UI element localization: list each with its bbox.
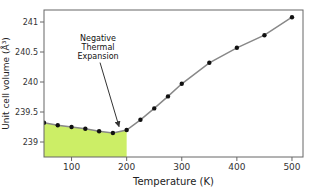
y-tick bbox=[40, 82, 44, 83]
chart: 100 200 300 400 500 239 239.5 240 240.5 241 Temper… bbox=[0, 0, 313, 189]
x-tick-label: 200 bbox=[118, 162, 135, 172]
y-tick-label: 240.5 bbox=[15, 48, 38, 57]
annotation-arrow bbox=[100, 63, 119, 127]
x-tick bbox=[71, 157, 72, 161]
y-tick-label: 239.5 bbox=[15, 108, 38, 117]
annotation: NegativeThermalExpansion bbox=[77, 34, 118, 61]
point bbox=[138, 118, 142, 122]
y-tick-label: 239 bbox=[23, 138, 38, 147]
point bbox=[290, 15, 294, 19]
x-tick bbox=[291, 157, 292, 161]
y-tick-label: 241 bbox=[23, 18, 38, 27]
x-tick-label: 300 bbox=[173, 162, 190, 172]
x-axis-label: Temperature (K) bbox=[132, 176, 214, 187]
x-tick bbox=[126, 157, 127, 161]
point bbox=[83, 127, 87, 131]
y-axis-label: Unit cell volume (Å³) bbox=[0, 37, 11, 130]
point bbox=[69, 125, 73, 129]
y-tick bbox=[40, 52, 44, 53]
y-tick bbox=[40, 142, 44, 143]
y-tick bbox=[40, 22, 44, 23]
y-tick bbox=[40, 112, 44, 113]
point bbox=[207, 61, 211, 65]
plot-area bbox=[44, 15, 294, 157]
x-tick-label: 400 bbox=[228, 162, 245, 172]
y-tick-label: 240 bbox=[23, 78, 38, 87]
area bbox=[44, 123, 127, 157]
point bbox=[124, 128, 128, 132]
x-tick-label: 100 bbox=[63, 162, 80, 172]
point bbox=[111, 131, 115, 135]
x-tick bbox=[236, 157, 237, 161]
x-tick bbox=[181, 157, 182, 161]
point bbox=[166, 94, 170, 98]
point bbox=[235, 46, 239, 50]
point bbox=[97, 129, 101, 133]
point bbox=[262, 33, 266, 37]
point bbox=[180, 82, 184, 86]
point bbox=[56, 123, 60, 127]
x-tick-label: 500 bbox=[283, 162, 300, 172]
plot-frame bbox=[44, 10, 303, 157]
line bbox=[44, 17, 292, 133]
point bbox=[152, 106, 156, 110]
